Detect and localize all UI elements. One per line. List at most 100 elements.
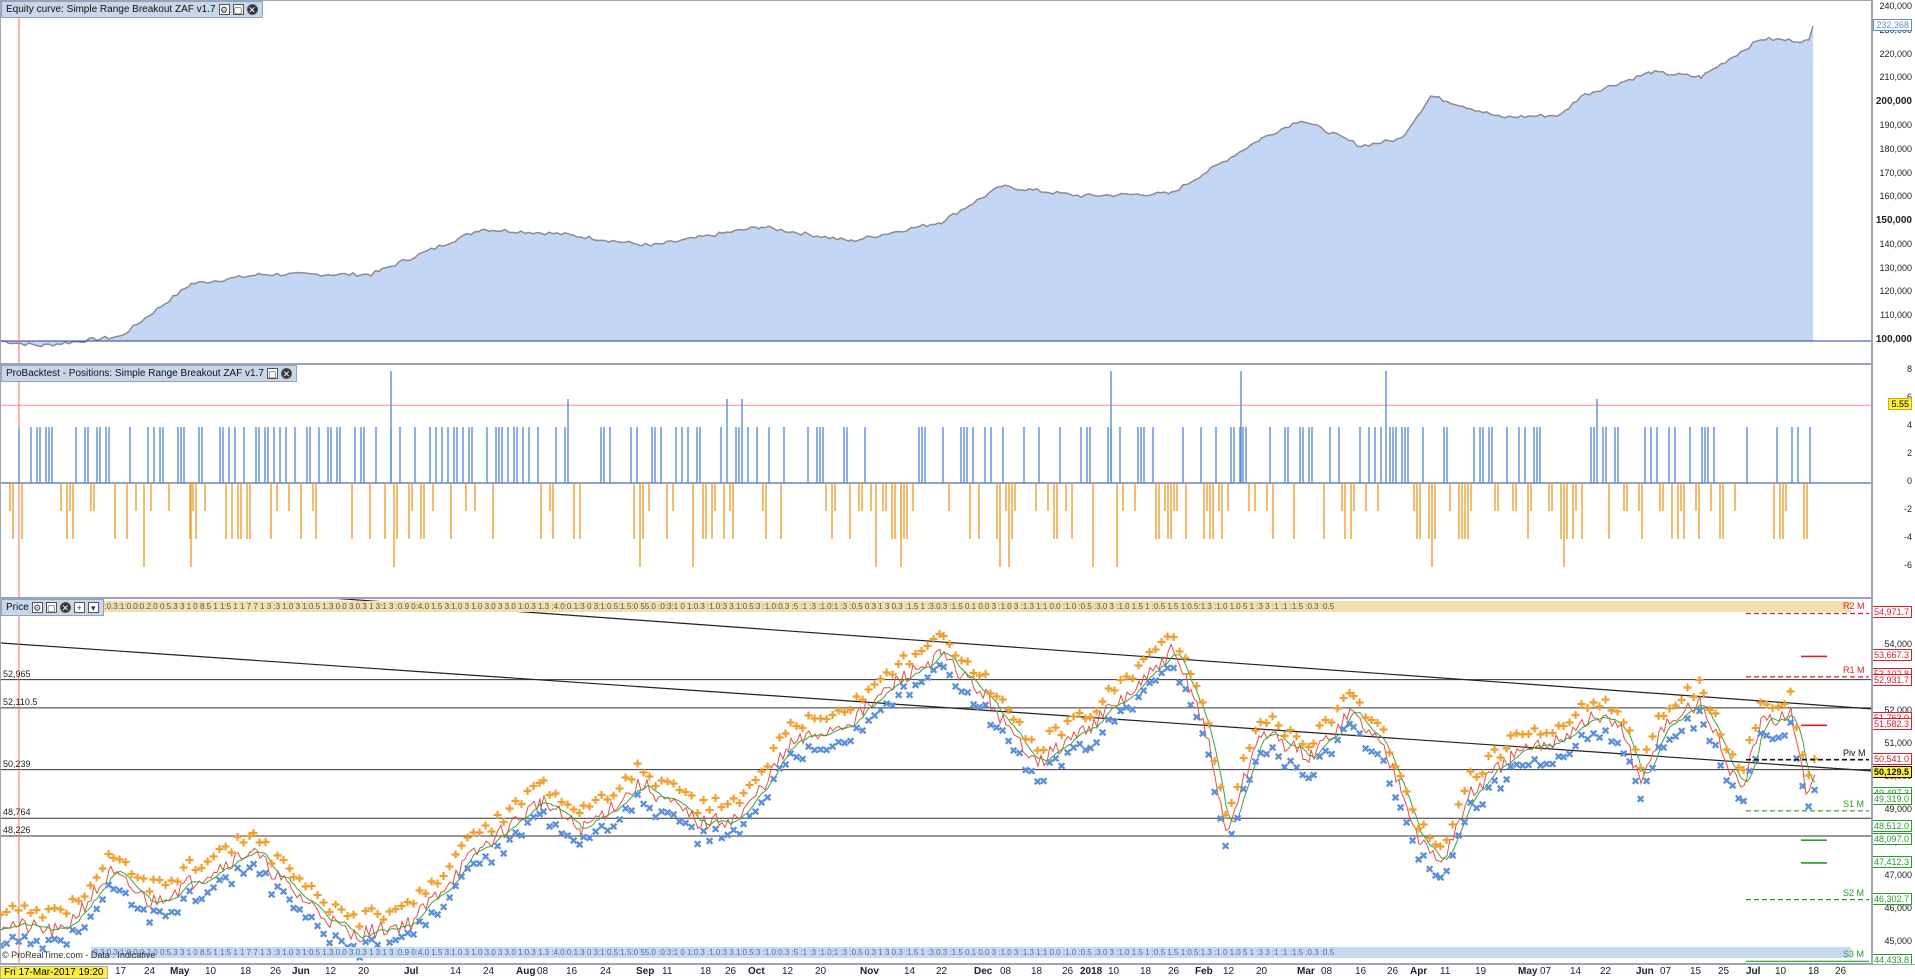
buy-marker: ✖ [1502,774,1511,787]
price-title-bar[interactable]: Price ⚙ ▢ ✕ + ▾ [1,599,104,616]
buy-marker: ✖ [651,811,660,824]
add-indicator-icon[interactable]: + [73,602,85,613]
buy-marker: ✖ [705,835,714,848]
buy-marker: ✖ [1039,775,1048,788]
sell-marker: ✚ [1262,717,1271,730]
window-icon[interactable]: ▢ [266,368,278,379]
buy-marker: ✖ [1414,854,1423,867]
buy-marker: ✖ [603,824,612,837]
buy-marker: ✖ [14,936,23,949]
window-icon[interactable]: ▢ [232,4,244,15]
sell-marker: ✚ [627,774,636,787]
equity-tick: 200,000 [1875,96,1912,108]
sell-marker: ✚ [161,879,170,892]
date-label: Mar [1297,966,1315,977]
filter-icon[interactable]: ▾ [87,602,99,613]
positions-title-bar[interactable]: ProBacktest - Positions: Simple Range Br… [1,365,297,382]
sell-marker: ✚ [439,870,448,883]
wrench-icon[interactable]: ⚙ [218,4,230,15]
buy-marker: ✖ [255,868,264,881]
sell-marker: ✚ [249,827,258,840]
sell-marker: ✚ [1367,714,1376,727]
sell-marker: ✚ [173,875,182,888]
buy-marker: ✖ [757,797,766,810]
buy-marker: ✖ [337,935,346,948]
buy-marker: ✖ [657,806,666,819]
buy-marker: ✖ [1442,865,1451,878]
sell-marker: ✚ [609,789,618,802]
buy-marker: ✖ [1355,728,1364,741]
buy-marker: ✖ [992,722,1001,735]
sell-marker: ✚ [981,668,990,681]
buy-marker: ✖ [882,697,891,710]
equity-tick: 110,000 [1880,310,1912,321]
sell-marker: ✚ [1280,730,1289,743]
price-tick: 52,000 [1884,704,1912,715]
buy-marker: ✖ [929,664,938,677]
sell-marker: ✚ [775,731,784,744]
sell-marker: ✚ [457,839,466,852]
buy-marker: ✖ [1339,723,1348,736]
sell-marker: ✚ [1081,713,1090,726]
buy-marker: ✖ [939,661,948,674]
buy-marker: ✖ [127,899,136,912]
buy-marker: ✖ [1075,738,1084,751]
date-label: 11 [1440,966,1451,977]
close-icon[interactable]: ✕ [59,602,71,613]
price-tick: 51,000 [1884,737,1912,748]
sell-marker: ✚ [203,855,212,868]
buy-marker: ✖ [1804,801,1813,814]
buy-marker: ✖ [133,903,142,916]
sell-marker: ✚ [451,849,460,862]
close-icon[interactable]: ✕ [246,4,258,15]
buy-marker: ✖ [693,838,702,851]
buy-marker: ✖ [1069,741,1078,754]
equity-tick: 160,000 [1879,191,1912,202]
positions-tick: -2 [1903,504,1912,514]
date-label: 26 [1387,966,1399,977]
buy-marker: ✖ [1292,762,1301,775]
sell-marker: ✚ [1045,725,1054,738]
buy-marker: ✖ [1373,748,1382,761]
sell-marker: ✚ [957,654,966,667]
sell-marker: ✚ [267,857,276,870]
sell-marker: ✚ [603,793,612,806]
buy-marker: ✖ [209,882,218,895]
price-title: Price [6,602,29,613]
buy-marker: ✖ [167,906,176,919]
date-label: 14 [904,966,916,977]
buy-marker: ✖ [1530,754,1539,767]
sell-marker: ✚ [763,761,772,774]
date-label: Aug [516,966,536,977]
wrench-icon[interactable]: ⚙ [31,602,43,613]
sell-marker: ✚ [1589,696,1598,709]
buy-marker: ✖ [38,943,47,956]
date-label: 10 [205,966,217,977]
sell-marker: ✚ [1711,708,1720,721]
buy-marker: ✖ [261,867,270,880]
date-label: Oct [748,966,765,977]
buy-marker: ✖ [1665,734,1674,747]
buy-marker: ✖ [475,858,484,871]
sell-marker: ✚ [511,795,520,808]
sell-marker: ✚ [1063,715,1072,728]
window-icon[interactable]: ▢ [45,602,57,613]
buy-marker: ✖ [325,937,334,950]
buy-marker: ✖ [1571,740,1580,753]
sell-marker: ✚ [1601,693,1610,706]
sell-marker: ✚ [529,780,538,793]
buy-marker: ✖ [1221,840,1230,853]
pivot-label: Piv M [1843,747,1866,758]
sell-marker: ✚ [1734,761,1743,774]
sell-marker: ✚ [846,704,855,717]
sell-marker: ✚ [923,640,932,653]
sell-marker: ✚ [505,803,514,816]
buy-marker: ✖ [1268,742,1277,755]
buy-marker: ✖ [1583,733,1592,746]
buy-marker: ✖ [1139,684,1148,697]
close-icon[interactable]: ✕ [280,368,292,379]
buy-marker: ✖ [457,871,466,884]
buy-marker: ✖ [1385,778,1394,791]
equity-title-bar[interactable]: Equity curve: Simple Range Breakout ZAF … [1,1,263,18]
date-label: 14 [1570,966,1582,977]
